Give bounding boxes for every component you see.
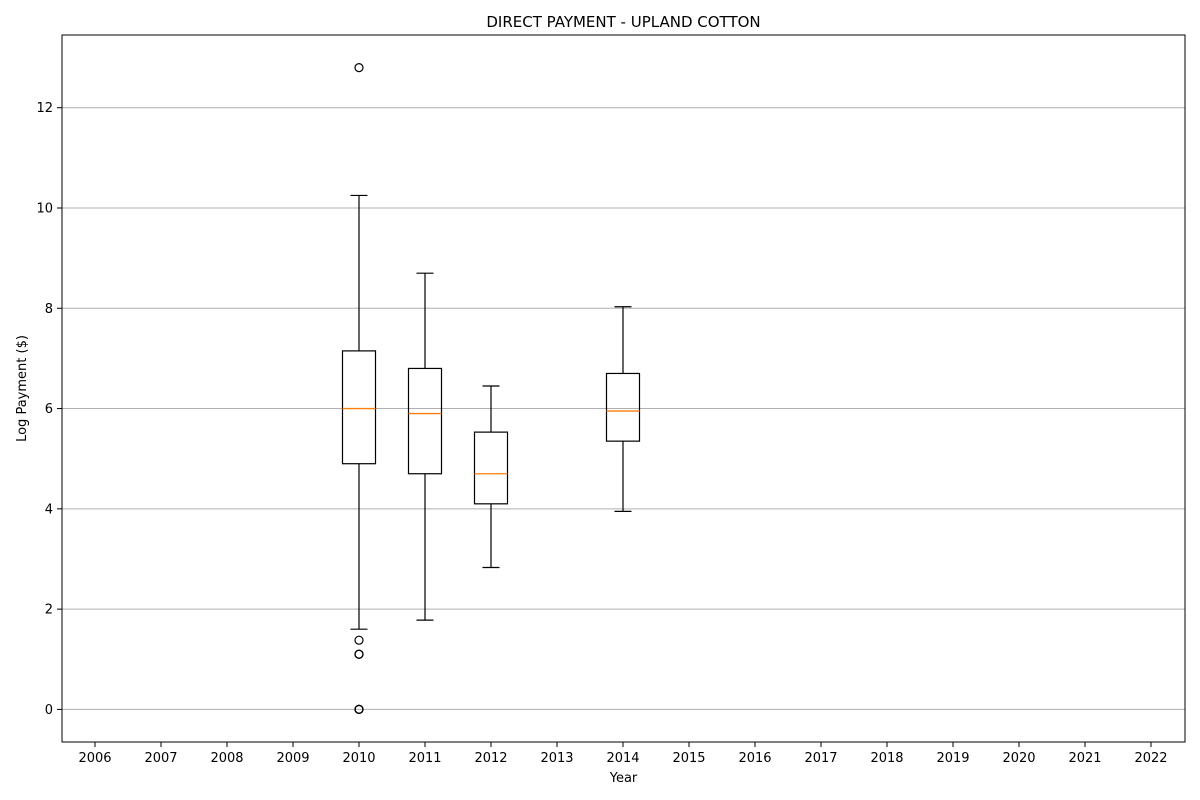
chart-title: DIRECT PAYMENT - UPLAND COTTON: [486, 13, 760, 31]
iqr-box: [341, 350, 377, 465]
y-tick-label: 2: [45, 603, 53, 618]
outlier-point: [354, 62, 364, 73]
box-2010: [341, 62, 377, 715]
x-tick-label: 2018: [870, 751, 903, 766]
x-axis-label: Year: [609, 771, 638, 786]
iqr-box: [605, 372, 641, 442]
x-tick-label: 2006: [78, 751, 111, 766]
x-tick-label: 2011: [408, 751, 441, 766]
x-tick-label: 2010: [342, 751, 375, 766]
y-tick-label: 12: [36, 101, 53, 116]
y-tick-label: 8: [45, 302, 53, 317]
x-tick-label: 2016: [738, 751, 771, 766]
x-tick-label: 2012: [474, 751, 507, 766]
x-tick-label: 2007: [144, 751, 177, 766]
y-axis-label: Log Payment ($): [15, 335, 30, 442]
x-tick-label: 2013: [540, 751, 573, 766]
axis-layer: 0 2 4 6 8 10 12 2006 2007 2008 2009 2010 2011 2012 201…: [36, 101, 1167, 766]
x-tick-label: 2017: [804, 751, 837, 766]
box-2011: [407, 272, 443, 621]
iqr-box: [473, 431, 509, 505]
outlier-point: [354, 704, 364, 715]
x-tick-label: 2022: [1134, 751, 1167, 766]
x-tick-label: 2008: [210, 751, 243, 766]
box-layer: [341, 62, 641, 715]
outlier-point: [354, 649, 364, 659]
y-tick-label: 0: [45, 703, 53, 718]
y-tick-label: 10: [36, 201, 53, 216]
outlier-point: [354, 635, 364, 645]
box-2014: [605, 306, 641, 512]
x-tick-label: 2014: [606, 751, 639, 766]
x-tick-label: 2021: [1068, 751, 1101, 766]
iqr-box: [407, 367, 443, 475]
y-tick-label: 4: [45, 502, 53, 517]
x-tick-label: 2020: [1002, 751, 1035, 766]
x-tick-label: 2009: [276, 751, 309, 766]
x-tick-label: 2015: [672, 751, 705, 766]
x-tick-label: 2019: [936, 751, 969, 766]
box-2012: [473, 385, 509, 569]
y-tick-label: 6: [45, 402, 53, 417]
